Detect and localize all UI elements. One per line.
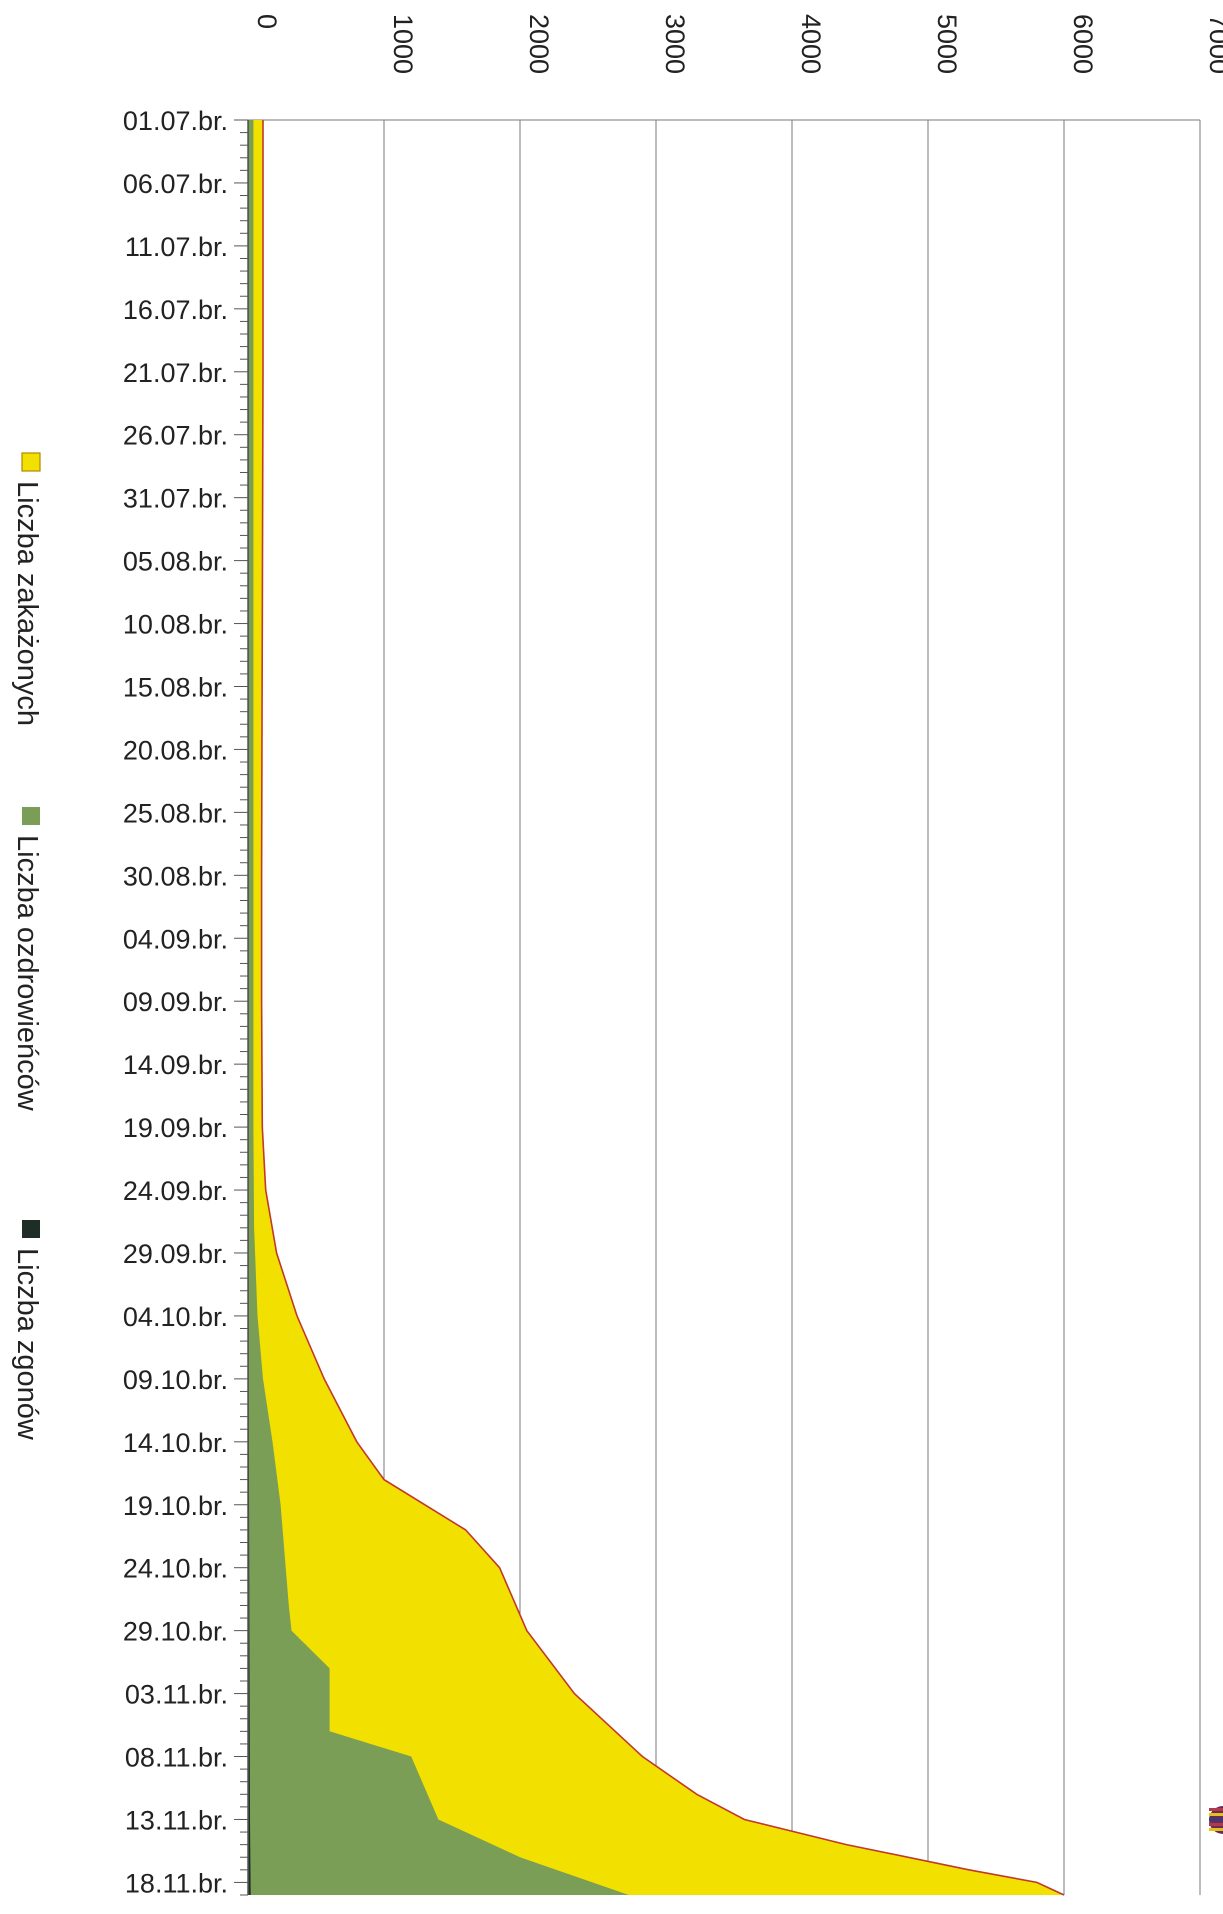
series-area-2 — [248, 120, 629, 1895]
date-tick-label: 09.10.br. — [123, 1365, 228, 1395]
value-tick-label: 3000 — [660, 14, 690, 74]
date-tick-label: 24.10.br. — [123, 1554, 228, 1584]
stamp — [1209, 1806, 1223, 1834]
date-tick-label: 05.08.br. — [123, 547, 228, 577]
legend-label-3: Liczba zgonów — [11, 1248, 43, 1441]
value-tick-label: 2000 — [524, 14, 554, 74]
date-tick-label: 10.08.br. — [123, 610, 228, 640]
value-tick-label: 6000 — [1068, 14, 1098, 74]
legend-label-1: Liczba zakażonych — [11, 481, 43, 726]
date-tick-label: 29.09.br. — [123, 1239, 228, 1269]
date-tick-label: 29.10.br. — [123, 1617, 228, 1647]
date-tick-label: 13.11.br. — [125, 1805, 228, 1835]
date-tick-label: 09.09.br. — [123, 987, 228, 1017]
value-tick-label: 7000 — [1204, 14, 1223, 74]
date-tick-label: 19.09.br. — [123, 1113, 228, 1143]
date-tick-label: 06.07.br. — [123, 169, 228, 199]
date-tick-label: 04.10.br. — [123, 1302, 228, 1332]
value-tick-label: 5000 — [932, 14, 962, 74]
date-tick-label: 04.09.br. — [123, 924, 228, 954]
value-tick-label: 0 — [252, 14, 282, 29]
grid-lines — [248, 119, 1201, 1895]
date-tick-label: 31.07.br. — [123, 484, 228, 514]
legend-swatch-3 — [22, 1220, 40, 1238]
legend-swatch-2 — [22, 807, 40, 825]
date-tick-label: 25.08.br. — [123, 798, 228, 828]
date-tick-label: 30.08.br. — [123, 861, 228, 891]
date-tick-label: 14.09.br. — [123, 1050, 228, 1080]
date-tick-label: 11.07.br. — [125, 232, 228, 262]
legend: Liczba zakażonych Liczba ozdrowieńców Licz… — [11, 452, 43, 1441]
date-tick-label: 26.07.br. — [123, 421, 228, 451]
stamp-stripe — [1209, 1828, 1223, 1831]
legend-swatch-1 — [21, 452, 41, 472]
date-tick-label: 03.11.br. — [125, 1680, 228, 1710]
date-tick-label: 01.07.br. — [123, 106, 228, 136]
stamp-stripe — [1209, 1818, 1223, 1821]
stamp-stripe — [1209, 1823, 1223, 1826]
date-tick-label: 24.09.br. — [123, 1176, 228, 1206]
date-tick-label: 15.08.br. — [123, 672, 228, 702]
date-tick-label: 20.08.br. — [123, 735, 228, 765]
stamp-stripe — [1209, 1813, 1223, 1816]
series-outline-1 — [260, 120, 1065, 1896]
date-tick-label: 14.10.br. — [123, 1428, 228, 1458]
value-tick-label: 1000 — [388, 14, 418, 74]
stamp-stripe — [1209, 1808, 1223, 1811]
date-tick-label: 16.07.br. — [123, 295, 228, 325]
date-tick-label: 21.07.br. — [123, 358, 228, 388]
axes: 0 1000 2000 3000 4000 5000 6000 7000 01.07.br. 06… — [123, 14, 1223, 1898]
date-tick-label: 18.11.br. — [125, 1868, 228, 1898]
date-tick-label: 19.10.br. — [123, 1491, 228, 1521]
legend-label-2: Liczba ozdrowieńców — [11, 835, 43, 1112]
value-tick-label: 4000 — [796, 14, 826, 74]
date-tick-label: 08.11.br. — [125, 1743, 228, 1773]
